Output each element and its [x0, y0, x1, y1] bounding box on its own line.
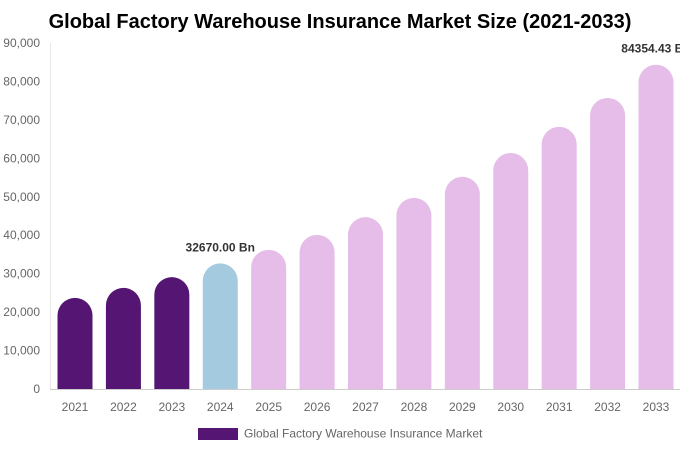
- x-tick-label: 2031: [546, 400, 573, 414]
- y-tick-label: 40,000: [3, 228, 40, 242]
- y-tick-label: 60,000: [3, 151, 40, 165]
- legend[interactable]: Global Factory Warehouse Insurance Marke…: [198, 427, 483, 441]
- x-tick-label: 2032: [594, 400, 621, 414]
- bar-2021[interactable]: [58, 298, 93, 389]
- bar-2025[interactable]: [251, 250, 286, 389]
- x-tick-label: 2026: [304, 400, 331, 414]
- bar-2026[interactable]: [300, 235, 335, 389]
- bars: 32670.00 Bn 84354.43 Bn: [58, 42, 680, 389]
- bar-2022[interactable]: [106, 288, 141, 389]
- y-tick-label: 90,000: [3, 36, 40, 50]
- data-label: 32670.00 Bn: [186, 240, 255, 254]
- legend-swatch: [198, 428, 238, 440]
- bar-2030[interactable]: [493, 153, 528, 389]
- y-tick-label: 10,000: [3, 344, 40, 358]
- bar-2029[interactable]: [445, 177, 480, 389]
- bar-2032[interactable]: [590, 98, 625, 389]
- x-tick-label: 2028: [401, 400, 428, 414]
- data-label: 84354.43 Bn: [621, 42, 680, 56]
- bar-2027[interactable]: [348, 217, 383, 389]
- y-tick-label: 20,000: [3, 305, 40, 319]
- x-tick-label: 2021: [62, 400, 89, 414]
- y-tick-label: 70,000: [3, 113, 40, 127]
- legend-label: Global Factory Warehouse Insurance Marke…: [244, 427, 483, 441]
- y-tick-label: 50,000: [3, 190, 40, 204]
- x-axis: 2021 2022 2023 2024 2025 2026 2027 2028 2029 2030…: [62, 400, 670, 414]
- bar-2033[interactable]: [639, 65, 674, 389]
- bar-2024[interactable]: [203, 263, 238, 389]
- x-tick-label: 2033: [643, 400, 670, 414]
- x-tick-label: 2024: [207, 400, 234, 414]
- bar-2028[interactable]: [396, 198, 431, 389]
- bar-2023[interactable]: [154, 277, 189, 389]
- y-tick-label: 0: [33, 382, 40, 396]
- y-axis: 0 10,000 20,000 30,000 40,000 50,000 60,000 70,…: [3, 36, 40, 396]
- x-tick-label: 2030: [497, 400, 524, 414]
- bar-2031[interactable]: [542, 127, 577, 389]
- y-tick-label: 30,000: [3, 267, 40, 281]
- x-tick-label: 2023: [158, 400, 185, 414]
- x-tick-label: 2025: [255, 400, 282, 414]
- x-tick-label: 2029: [449, 400, 476, 414]
- x-tick-label: 2027: [352, 400, 379, 414]
- x-tick-label: 2022: [110, 400, 137, 414]
- chart-title: Global Factory Warehouse Insurance Marke…: [49, 11, 632, 33]
- y-tick-label: 80,000: [3, 74, 40, 88]
